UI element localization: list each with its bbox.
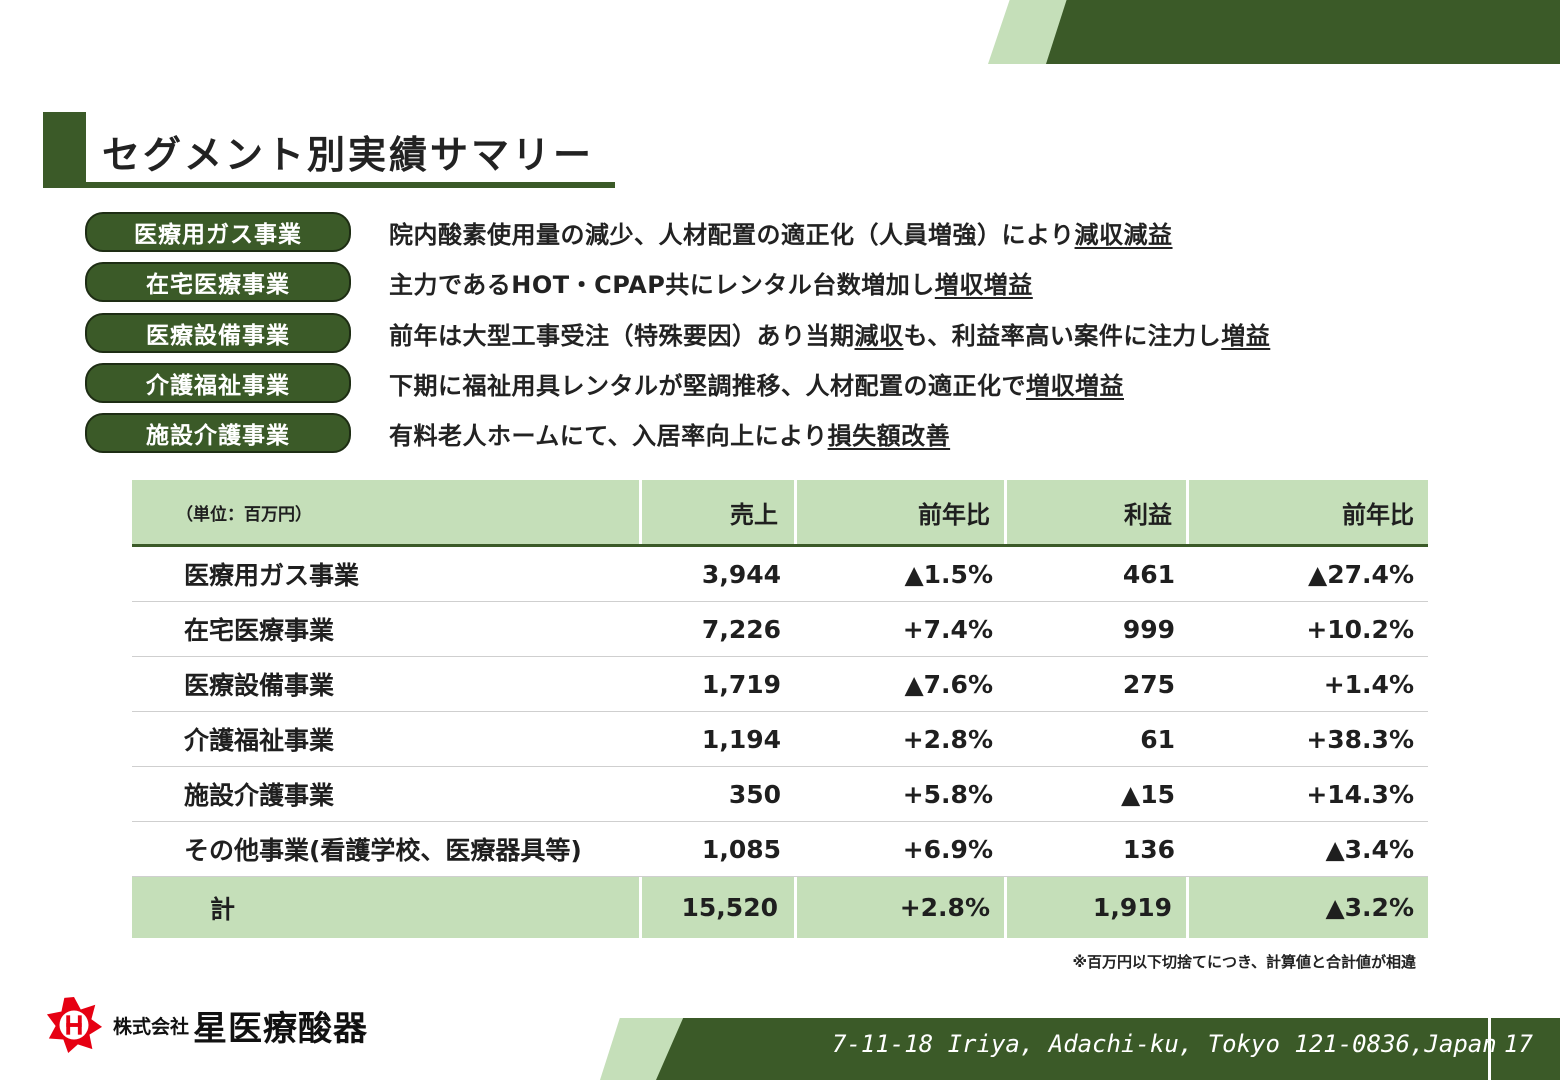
summary-highlight: 増益 [1221,321,1271,350]
total-profit: 1,919 [1007,877,1189,938]
unit-label: （単位：百万円） [132,480,642,544]
segment-pill: 介護福祉事業 [85,363,351,403]
segment-name: 医療用ガス事業 [184,561,360,590]
sales-yoy: +5.8% [902,779,993,809]
total-profit-yoy: ▲3.2% [1325,893,1414,922]
summary-highlight: 減収 [854,321,904,350]
sales-value: 1,719 [701,669,781,699]
page-number: 17 [1504,1030,1533,1058]
segment-summary-text: 有料老人ホームにて、入居率向上により損失額改善 [389,421,951,450]
sales-value: 1,085 [701,834,781,864]
segment-name: 施設介護事業 [184,781,335,810]
sales-value: 3,944 [701,559,781,589]
segment-summary-text: 院内酸素使用量の減少、人材配置の適正化（人員増強）により減収減益 [389,220,1173,249]
segment-name: 在宅医療事業 [184,616,335,645]
summary-highlight: 増収増益 [934,270,1033,299]
sales-yoy: ▲1.5% [904,559,993,589]
summary-row: 医療用ガス事業 院内酸素使用量の減少、人材配置の適正化（人員増強）により減収減益 [85,212,1173,252]
profit-value: 999 [1122,614,1175,644]
segment-summary-text: 前年は大型工事受注（特殊要因）あり当期減収も、利益率高い案件に注力し増益 [389,321,1271,350]
segment-table: （単位：百万円） 売上 前年比 利益 前年比 医療用ガス事業 3,944 ▲1.… [132,480,1428,938]
table-row: その他事業(看護学校、医療器具等) 1,085 +6.9% 136 ▲3.4% [132,822,1428,877]
segment-pill: 在宅医療事業 [85,262,351,302]
total-sales-yoy: +2.8% [797,877,1007,938]
segment-name: 介護福祉事業 [184,726,335,755]
company-logo: 株式会社 星医療酸器 [45,996,368,1054]
sales-yoy: +6.9% [902,834,993,864]
profit-yoy: ▲27.4% [1308,559,1414,589]
sales-yoy: +7.4% [902,614,993,644]
total-label: 計 [132,877,642,938]
header-profit-yoy: 前年比 [1342,500,1414,529]
profit-yoy: ▲3.4% [1325,834,1414,864]
segment-summary-text: 主力であるHOT・CPAP共にレンタル台数増加し増収増益 [389,270,1033,299]
footer-bar [656,1018,1560,1080]
summary-highlight: 増収増益 [1026,371,1124,400]
summary-row: 在宅医療事業 主力であるHOT・CPAP共にレンタル台数増加し増収増益 [85,262,1033,302]
segment-summary-text: 下期に福祉用具レンタルが堅調推移、人材配置の適正化で増収増益 [389,371,1124,400]
profit-value: 461 [1122,559,1175,589]
segment-name: 医療設備事業 [184,671,335,700]
profit-value: ▲15 [1120,779,1175,809]
table-header-row: （単位：百万円） 売上 前年比 利益 前年比 [132,480,1428,547]
segment-pill: 施設介護事業 [85,413,351,453]
top-accent-dark [1046,0,1560,64]
segment-pill: 医療設備事業 [85,313,351,353]
header-sales-yoy: 前年比 [797,480,1007,544]
table-row: 在宅医療事業 7,226 +7.4% 999 +10.2% [132,602,1428,657]
segment-pill: 医療用ガス事業 [85,212,351,252]
company-name: 星医療酸器 [193,1008,369,1049]
profit-yoy: +38.3% [1306,724,1414,754]
profit-value: 61 [1140,724,1175,754]
footnote: ※百万円以下切捨てにつき、計算値と合計値が相違 [1072,953,1416,971]
profit-yoy: +1.4% [1323,669,1414,699]
sales-yoy: ▲7.6% [904,669,993,699]
sales-value: 7,226 [701,614,781,644]
footer-divider [1488,1018,1491,1080]
sales-value: 350 [728,779,781,809]
sales-value: 1,194 [701,724,781,754]
title-underline [43,182,615,188]
star-h-logo-icon [46,996,103,1054]
segment-name: その他事業(看護学校、医療器具等) [184,836,582,865]
page-title: セグメント別実績サマリー [102,133,595,177]
profit-yoy: +10.2% [1306,614,1414,644]
summary-row: 施設介護事業 有料老人ホームにて、入居率向上により損失額改善 [85,413,950,453]
summary-highlight: 損失額改善 [827,421,951,450]
profit-yoy: +14.3% [1306,779,1414,809]
table-total-row: 計 15,520 +2.8% 1,919 ▲3.2% [132,877,1428,938]
header-profit: 利益 [1007,480,1189,544]
company-prefix: 株式会社 [113,1015,190,1038]
summary-row: 介護福祉事業 下期に福祉用具レンタルが堅調推移、人材配置の適正化で増収増益 [85,363,1124,403]
profit-value: 275 [1122,669,1175,699]
table-row: 医療設備事業 1,719 ▲7.6% 275 +1.4% [132,657,1428,712]
total-sales: 15,520 [642,877,797,938]
table-row: 医療用ガス事業 3,944 ▲1.5% 461 ▲27.4% [132,547,1428,602]
table-row: 施設介護事業 350 +5.8% ▲15 +14.3% [132,767,1428,822]
header-sales: 売上 [642,480,797,544]
table-row: 介護福祉事業 1,194 +2.8% 61 +38.3% [132,712,1428,767]
summary-highlight: 減収減益 [1074,220,1173,249]
title-marker [43,112,86,188]
summary-row: 医療設備事業 前年は大型工事受注（特殊要因）あり当期減収も、利益率高い案件に注力… [85,313,1270,353]
footer-address: 7-11-18 Iriya, Adachi-ku, Tokyo 121-0836… [832,1030,1497,1058]
sales-yoy: +2.8% [902,724,993,754]
profit-value: 136 [1122,834,1175,864]
